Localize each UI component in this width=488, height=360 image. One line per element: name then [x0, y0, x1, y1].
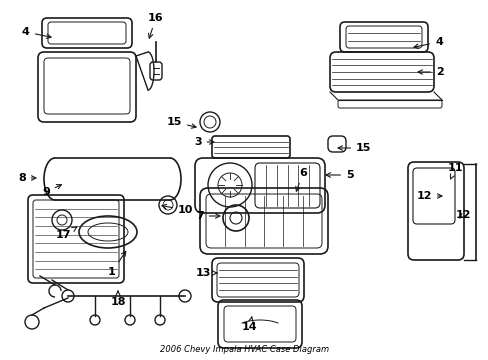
- Text: 13: 13: [196, 268, 217, 278]
- Text: 7: 7: [196, 211, 220, 221]
- Text: 4: 4: [413, 37, 442, 49]
- Text: 9: 9: [42, 185, 61, 197]
- Text: 3: 3: [194, 137, 214, 147]
- Text: 16: 16: [148, 13, 163, 38]
- Text: 2: 2: [417, 67, 443, 77]
- Text: 15: 15: [337, 143, 370, 153]
- Text: 18: 18: [110, 291, 125, 307]
- Text: 17: 17: [56, 227, 77, 240]
- Text: 8: 8: [18, 173, 36, 183]
- Text: 15: 15: [166, 117, 196, 128]
- Text: 5: 5: [325, 170, 353, 180]
- Text: 12: 12: [455, 210, 470, 220]
- Text: 1: 1: [108, 251, 125, 277]
- Text: 2006 Chevy Impala HVAC Case Diagram: 2006 Chevy Impala HVAC Case Diagram: [160, 345, 328, 354]
- Text: 10: 10: [162, 204, 193, 215]
- Text: 4: 4: [22, 27, 51, 39]
- Text: 6: 6: [295, 168, 306, 191]
- Text: 11: 11: [447, 163, 463, 179]
- Text: 14: 14: [242, 316, 257, 332]
- Text: 12: 12: [416, 191, 441, 201]
